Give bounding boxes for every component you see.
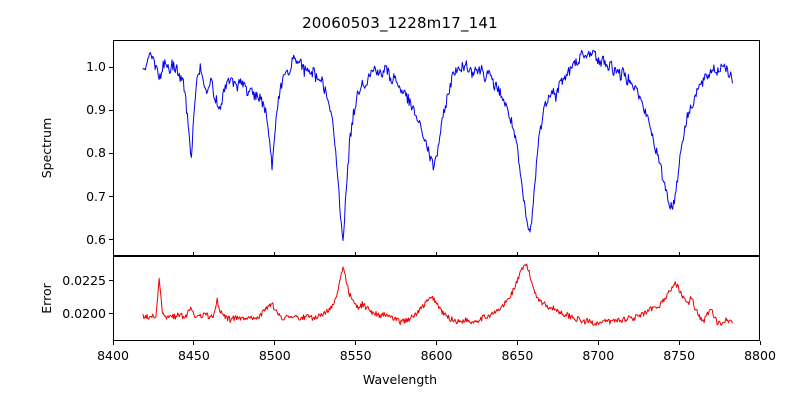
x-tick-label: 8750 [663,348,696,363]
spectrum-line-series [114,41,759,255]
y-tick-label-spectrum: 0.8 [86,145,106,161]
error-polyline [143,264,732,326]
x-axis-label: Wavelength [362,372,438,387]
y-tick-label-spectrum: 0.7 [86,188,106,204]
x-tick-label: 8700 [582,348,615,363]
error-line-series [114,257,759,340]
x-tick-mark [597,341,599,345]
x-tick-label: 8500 [258,348,291,363]
y-tick-mark-spectrum [109,66,113,68]
x-tick-label: 8650 [501,348,534,363]
x-tick-label: 8400 [97,348,129,363]
x-tick-mark-upper [597,252,599,256]
x-tick-mark [274,341,276,345]
x-tick-mark-upper [355,252,357,256]
y-tick-label-error: 0.0200 [62,305,106,321]
x-tick-mark [112,341,114,345]
spectrum-polyline [143,50,732,240]
x-tick-mark [678,341,680,345]
x-tick-mark [516,341,518,345]
y-tick-mark-error [109,280,113,282]
y-tick-mark-spectrum [109,239,113,241]
x-tick-mark [759,341,761,345]
x-tick-label: 8600 [420,348,453,363]
x-tick-mark-upper [436,252,437,256]
x-tick-label: 8550 [339,348,372,363]
x-tick-mark [436,341,437,345]
y-tick-label-spectrum: 0.6 [86,231,106,247]
x-tick-label: 8450 [177,348,210,363]
y-axis-label-error: Error [39,283,54,314]
x-tick-mark [193,341,195,345]
y-tick-label-error: 0.0225 [62,272,106,288]
y-tick-mark-spectrum [109,196,113,198]
y-tick-mark-spectrum [109,152,113,154]
spectrum-plot-panel [113,40,760,256]
y-tick-label-spectrum: 0.9 [86,102,106,118]
error-plot-panel [113,256,760,341]
chart-title: 20060503_1228m17_141 [302,14,498,32]
x-tick-mark-upper [274,252,276,256]
y-tick-label-spectrum: 1.0 [86,59,106,74]
x-tick-label: 8800 [744,348,776,363]
y-tick-mark-spectrum [109,109,113,111]
y-axis-label-spectrum: Spectrum [39,117,54,179]
x-tick-mark-upper [678,252,680,256]
x-tick-mark [355,341,357,345]
y-tick-mark-error [109,313,113,315]
x-tick-mark-upper [193,252,195,256]
x-tick-mark-upper [516,252,518,256]
